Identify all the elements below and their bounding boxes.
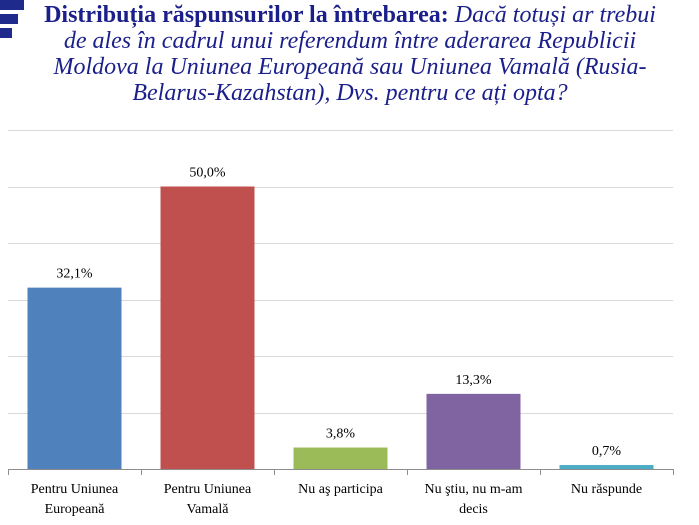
bar — [27, 287, 122, 469]
x-tick-label: Vamală — [187, 502, 230, 517]
x-tick-label: Nu aş participa — [298, 482, 384, 497]
chart-title: Distribuția răspunsurilor la întrebarea:… — [30, 2, 670, 106]
data-label: 13,3% — [455, 373, 492, 388]
data-label: 32,1% — [56, 267, 93, 282]
title-question: Dacă totuși ar trebui de ales în cadrul … — [53, 2, 656, 106]
data-label: 0,7% — [592, 444, 622, 459]
data-label: 3,8% — [326, 427, 356, 442]
corner-decoration — [0, 0, 24, 40]
data-label: 50,0% — [189, 166, 226, 181]
bar — [426, 393, 521, 469]
title-bold-part: Distribuția răspunsurilor la întrebarea: — [44, 2, 449, 28]
x-tick-label: Pentru Uniunea — [31, 482, 119, 497]
x-tick-label: Europeană — [45, 502, 106, 517]
x-tick-label: decis — [459, 502, 488, 517]
x-tick-label: Pentru Uniunea — [164, 482, 252, 497]
bar — [293, 447, 388, 469]
x-tick-label: Nu răspunde — [571, 482, 642, 497]
bar — [160, 186, 255, 469]
bar — [559, 465, 654, 469]
x-tick-label: Nu ştiu, nu m-am — [425, 482, 523, 497]
